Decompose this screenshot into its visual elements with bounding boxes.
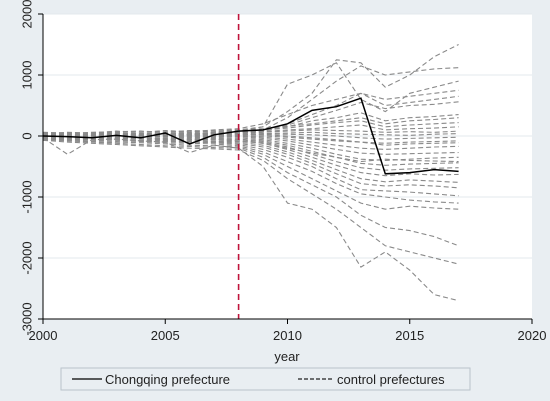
- x-ticks: 2000 2005 2010 2015 2020: [29, 319, 547, 343]
- control-series-line: [42, 133, 459, 140]
- x-tick-label: 2020: [518, 328, 547, 343]
- legend-label-controls: control prefectures: [337, 372, 445, 387]
- control-series-line: [42, 137, 459, 166]
- control-series-line: [42, 129, 459, 138]
- control-series-line: [42, 112, 459, 137]
- legend-label-treated: Chongqing prefecture: [105, 372, 230, 387]
- control-series-line: [42, 137, 459, 189]
- control-series-line: [42, 139, 459, 265]
- x-axis-title: year: [274, 349, 300, 364]
- control-series-line: [42, 137, 459, 204]
- y-ticks: -3000 -2000 -1000 0 1000 2000: [20, 0, 43, 336]
- legend-box: [60, 367, 471, 391]
- y-tick-label: 1000: [20, 61, 35, 90]
- control-series-line: [42, 131, 459, 146]
- y-tick-label: -2000: [20, 241, 35, 274]
- y-tick-label: -3000: [20, 302, 35, 335]
- control-series-line: [42, 92, 459, 135]
- chongqing-series-line: [42, 97, 459, 175]
- y-tick-label: 0: [20, 132, 35, 139]
- control-series-line: [42, 117, 459, 135]
- control-series-line: [42, 134, 459, 155]
- control-series-line: [42, 138, 459, 210]
- control-series-line: [42, 135, 459, 150]
- control-series-line: [42, 134, 459, 171]
- control-series-line: [42, 135, 459, 183]
- legend: Chongqing prefecture control prefectures: [60, 367, 471, 391]
- y-tick-label: 2000: [20, 0, 35, 28]
- control-series-line: [42, 134, 459, 161]
- control-series-line: [42, 137, 459, 163]
- control-series-line: [42, 137, 459, 302]
- control-series-line: [42, 136, 459, 197]
- x-tick-label: 2000: [29, 328, 58, 343]
- y-tick-label: -1000: [20, 180, 35, 213]
- x-tick-label: 2015: [395, 328, 424, 343]
- control-series-line: [42, 62, 459, 135]
- control-series-line: [42, 131, 459, 138]
- x-tick-label: 2010: [273, 328, 302, 343]
- control-series-line: [42, 124, 459, 139]
- treated-series-line: [42, 97, 459, 175]
- control-series-line: [42, 133, 459, 144]
- control-series-lines: [42, 44, 459, 302]
- control-series-line: [42, 139, 459, 247]
- x-tick-label: 2005: [151, 328, 180, 343]
